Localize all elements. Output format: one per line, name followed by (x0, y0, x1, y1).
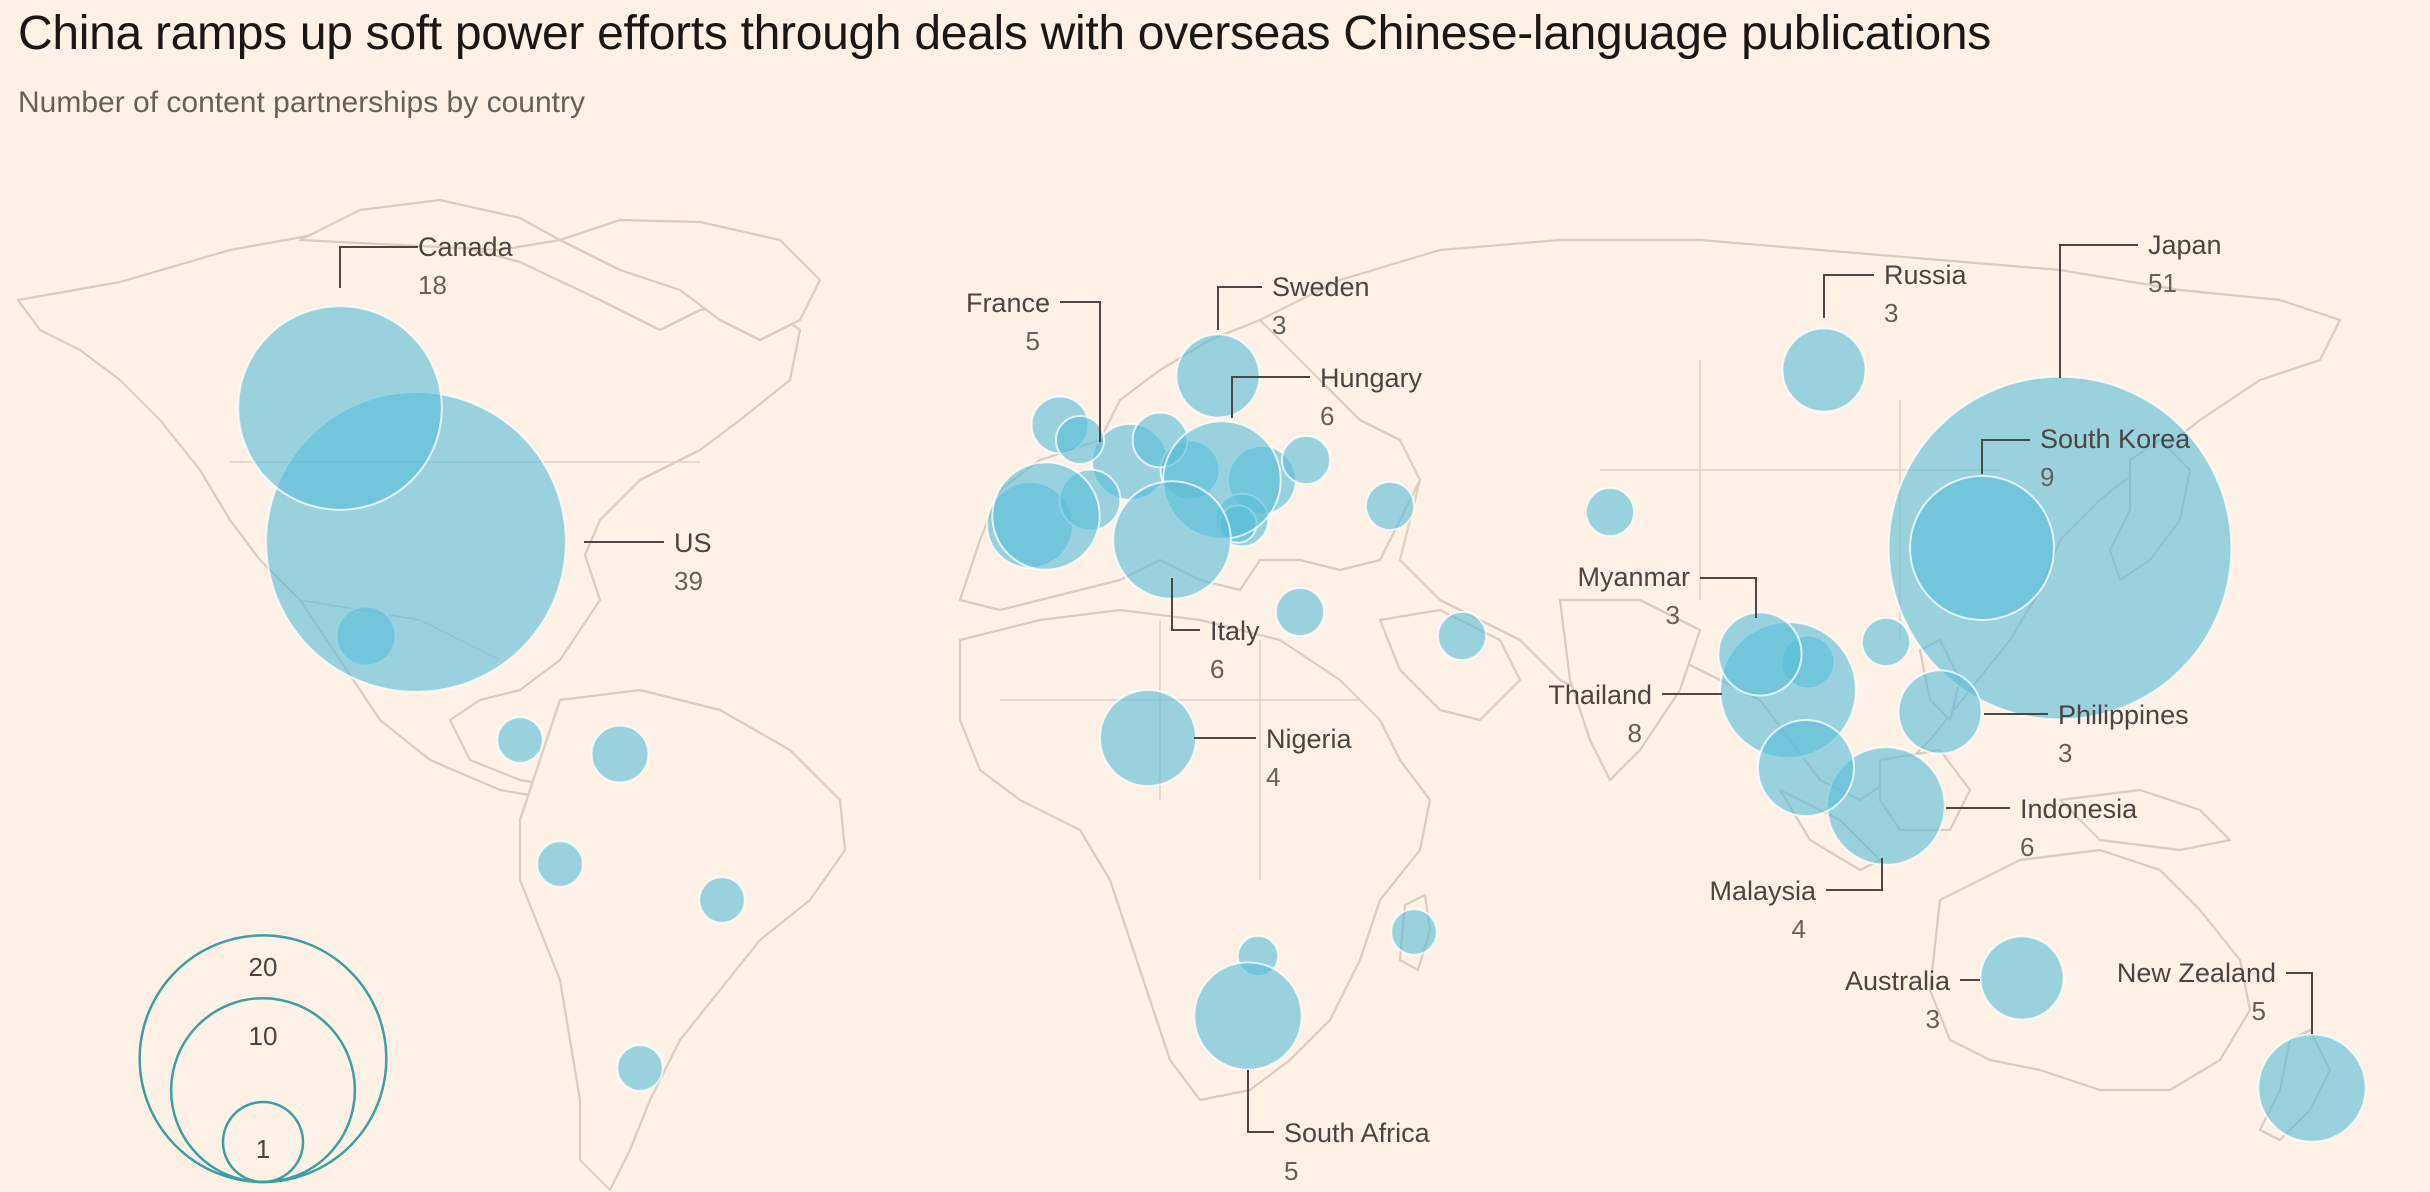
value-malaysia: 4 (1792, 914, 1806, 944)
label-us: US (674, 528, 712, 558)
bubble-ukraine (1281, 435, 1331, 485)
land-greenland (558, 218, 822, 342)
bubble-south-korea (1909, 475, 2055, 621)
value-thailand: 8 (1628, 718, 1642, 748)
bubble-egypt (1275, 587, 1325, 637)
border-europe-asia (1399, 439, 1421, 561)
leader-layer (339, 244, 2313, 1133)
label-malaysia: Malaysia (1709, 876, 1817, 906)
value-south-korea: 9 (2040, 462, 2054, 492)
label-france: France (966, 288, 1050, 318)
bubble-russia (1781, 327, 1867, 413)
size-legend: 20 10 1 (138, 934, 388, 1184)
label-australia: Australia (1845, 966, 1951, 996)
label-layer: Canada18US39France5Sweden3Hungary6Italy6… (418, 230, 2276, 1186)
land-india (1558, 598, 1702, 782)
label-south-africa: South Africa (1284, 1118, 1431, 1148)
bubble-colombia (590, 724, 650, 784)
bubble-kazakhstan (1585, 487, 1635, 537)
label-new-zealand: New Zealand (2117, 958, 2276, 988)
value-us: 39 (674, 566, 703, 596)
chart-subtitle: Number of content partnerships by countr… (18, 86, 585, 119)
value-hungary: 6 (1320, 401, 1334, 431)
bubble-uae (1437, 611, 1487, 661)
bubble-south-africa (1193, 961, 1303, 1071)
label-russia: Russia (1884, 260, 1968, 290)
chart-title: China ramps up soft power efforts throug… (18, 7, 1991, 60)
label-canada: Canada (418, 232, 514, 262)
legend-label-1: 1 (256, 1134, 270, 1164)
leader-new-zealand (2286, 972, 2313, 1034)
land-south-america (518, 688, 847, 1192)
bubble-canada (237, 305, 443, 511)
value-canada: 18 (418, 270, 447, 300)
land-new-guinea (2058, 788, 2232, 852)
bubble-france (991, 461, 1101, 571)
bubble-peru (536, 840, 584, 888)
leader-russia (1823, 274, 1874, 318)
leader-italy (1171, 578, 1200, 631)
bubble-belgium (1055, 415, 1105, 465)
bubble-philippines (1897, 669, 1983, 755)
value-italy: 6 (1210, 654, 1224, 684)
leader-myanmar (1700, 577, 1757, 618)
bubble-vietnam (1861, 617, 1911, 667)
bubble-argentina (616, 1044, 664, 1092)
label-thailand: Thailand (1548, 680, 1652, 710)
leader-south-korea (1981, 439, 2030, 474)
value-australia: 3 (1926, 1004, 1940, 1034)
value-new-zealand: 5 (2252, 996, 2266, 1026)
bubble-turkey (1365, 481, 1415, 531)
label-nigeria: Nigeria (1266, 724, 1353, 754)
bubble-central-america (496, 716, 544, 764)
value-myanmar: 3 (1666, 600, 1680, 630)
bubble-new-zealand (2257, 1033, 2367, 1143)
leader-france (1060, 301, 1101, 442)
bubble-australia (1979, 935, 2065, 1021)
leader-hungary (1231, 376, 1310, 418)
bubble-layer (237, 305, 2367, 1143)
bubble-malaysia (1757, 719, 1855, 817)
label-indonesia: Indonesia (2020, 794, 2138, 824)
leader-japan (2059, 244, 2138, 378)
value-russia: 3 (1884, 298, 1898, 328)
value-philippines: 3 (2058, 738, 2072, 768)
land-africa (958, 608, 1432, 1102)
bubble-mauritius (1390, 908, 1438, 956)
label-south-korea: South Korea (2040, 424, 2191, 454)
legend-label-10: 10 (249, 1021, 278, 1051)
label-japan: Japan (2148, 230, 2222, 260)
land-arctic-islands (298, 198, 562, 252)
value-france: 5 (1026, 326, 1040, 356)
leader-canada (339, 246, 418, 288)
bubble-myanmar (1717, 611, 1803, 697)
value-indonesia: 6 (2020, 832, 2034, 862)
value-nigeria: 4 (1266, 762, 1280, 792)
bubble-brazil (698, 876, 746, 924)
value-japan: 51 (2148, 268, 2177, 298)
legend-circle-1 (221, 1100, 305, 1184)
bubble-nigeria (1099, 689, 1197, 787)
leader-malaysia (1826, 858, 1883, 891)
label-hungary: Hungary (1320, 363, 1423, 393)
legend-label-20: 20 (249, 952, 278, 982)
label-myanmar: Myanmar (1577, 562, 1690, 592)
label-philippines: Philippines (2058, 700, 2189, 730)
leader-south-africa (1247, 1070, 1274, 1133)
value-south-africa: 5 (1284, 1156, 1298, 1186)
value-sweden: 3 (1272, 310, 1286, 340)
leader-sweden (1217, 286, 1262, 330)
label-sweden: Sweden (1272, 272, 1370, 302)
land-australia (1928, 848, 2252, 1092)
label-italy: Italy (1210, 616, 1260, 646)
